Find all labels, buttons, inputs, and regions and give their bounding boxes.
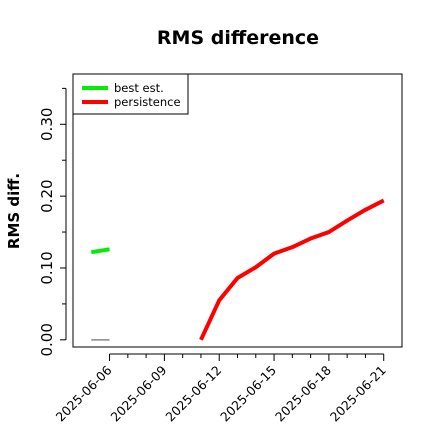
y-axis: 0.00 0.10 0.20 0.30 <box>38 87 67 357</box>
x-tick-label: 2025-06-21 <box>327 363 389 425</box>
y-tick-label: 0.30 <box>38 108 56 141</box>
x-tick-label: 2025-06-18 <box>272 362 334 424</box>
plot-frame <box>72 73 403 348</box>
chart-title: RMS difference <box>157 27 319 49</box>
x-tick-label: 2025-06-12 <box>162 363 224 425</box>
x-axis: 2025-06-062025-06-092025-06-122025-06-15… <box>53 353 389 425</box>
x-tick-label: 2025-06-15 <box>217 363 279 425</box>
y-tick-label: 0.10 <box>38 251 56 284</box>
x-tick-label: 2025-06-06 <box>53 362 115 424</box>
y-axis-label: RMS diff. <box>5 173 23 249</box>
series-line-best-est <box>90 247 110 255</box>
legend-label-best-est: best est. <box>114 81 164 95</box>
legend-box <box>72 73 189 115</box>
legend: best est. persistence <box>72 73 189 115</box>
legend-label-persistence: persistence <box>114 95 181 109</box>
y-tick-label: 0.00 <box>38 323 56 356</box>
y-tick-label: 0.20 <box>38 179 56 212</box>
plot-area <box>90 198 385 341</box>
series-line-persistence <box>199 198 385 341</box>
x-tick-label: 2025-06-09 <box>108 362 170 424</box>
